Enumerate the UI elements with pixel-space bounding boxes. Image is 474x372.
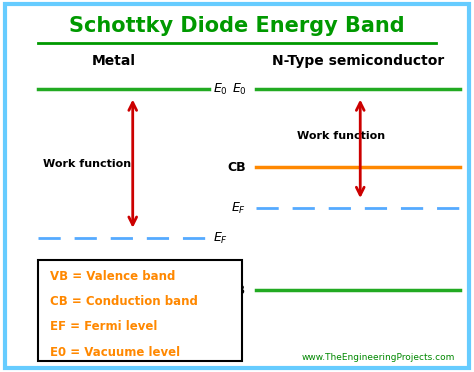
Text: $E_F$: $E_F$ bbox=[231, 201, 246, 216]
Text: $E_0$: $E_0$ bbox=[232, 82, 246, 97]
Bar bbox=[38, 260, 242, 361]
Text: Work function: Work function bbox=[43, 159, 131, 169]
Text: $E_F$: $E_F$ bbox=[213, 231, 228, 246]
Text: $E_0$: $E_0$ bbox=[213, 82, 228, 97]
Text: Schottky Diode Energy Band: Schottky Diode Energy Band bbox=[69, 16, 405, 36]
Text: E0 = Vacuume level: E0 = Vacuume level bbox=[50, 346, 180, 359]
Text: EF = Fermi level: EF = Fermi level bbox=[50, 320, 157, 333]
Text: www.TheEngineeringProjects.com: www.TheEngineeringProjects.com bbox=[301, 353, 455, 362]
Text: Work function: Work function bbox=[297, 131, 385, 141]
Text: CB = Conduction band: CB = Conduction band bbox=[50, 295, 198, 308]
Text: CB: CB bbox=[228, 161, 246, 174]
Text: VB: VB bbox=[228, 284, 246, 296]
Text: N-Type semiconductor: N-Type semiconductor bbox=[272, 54, 444, 68]
Text: VB = Valence band: VB = Valence band bbox=[50, 270, 175, 283]
Text: Metal: Metal bbox=[92, 54, 136, 68]
